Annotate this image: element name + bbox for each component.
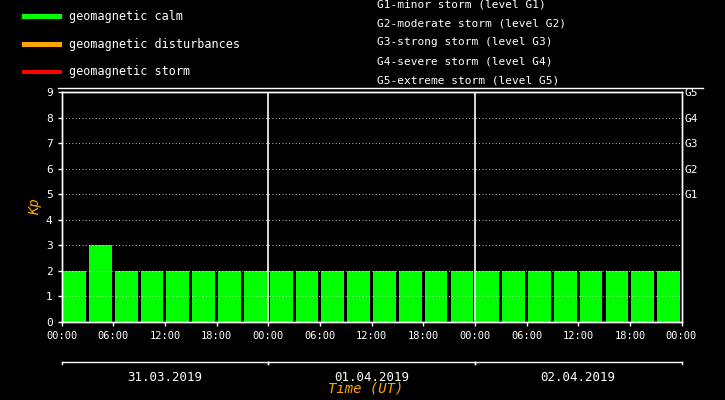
Text: 01.04.2019: 01.04.2019: [334, 370, 409, 384]
Text: G5-extreme storm (level G5): G5-extreme storm (level G5): [377, 75, 559, 85]
Text: 02.04.2019: 02.04.2019: [541, 370, 616, 384]
Bar: [63, 271, 86, 322]
Bar: [218, 271, 241, 322]
Bar: [167, 271, 189, 322]
Bar: [115, 271, 138, 322]
Bar: [141, 271, 163, 322]
Text: 31.03.2019: 31.03.2019: [128, 370, 202, 384]
Bar: [528, 271, 551, 322]
Bar: [451, 271, 473, 322]
Bar: [502, 271, 525, 322]
Bar: [399, 271, 422, 322]
Text: geomagnetic disturbances: geomagnetic disturbances: [69, 38, 240, 51]
Text: Time (UT): Time (UT): [328, 381, 404, 395]
Bar: [580, 271, 602, 322]
Bar: [296, 271, 318, 322]
Text: geomagnetic storm: geomagnetic storm: [69, 66, 190, 78]
Text: G2-moderate storm (level G2): G2-moderate storm (level G2): [377, 18, 566, 28]
Bar: [554, 271, 576, 322]
Bar: [244, 271, 267, 322]
Text: G4-severe storm (level G4): G4-severe storm (level G4): [377, 56, 552, 66]
Bar: [347, 271, 370, 322]
Bar: [476, 271, 499, 322]
Bar: [631, 271, 654, 322]
Bar: [22, 42, 62, 46]
Text: geomagnetic calm: geomagnetic calm: [69, 10, 183, 23]
Bar: [270, 271, 292, 322]
Bar: [605, 271, 629, 322]
Bar: [658, 271, 680, 322]
Y-axis label: Kp: Kp: [28, 199, 41, 215]
Bar: [89, 245, 112, 322]
Text: G1-minor storm (level G1): G1-minor storm (level G1): [377, 0, 546, 10]
Bar: [425, 271, 447, 322]
Bar: [321, 271, 344, 322]
Text: G3-strong storm (level G3): G3-strong storm (level G3): [377, 37, 552, 47]
Bar: [192, 271, 215, 322]
Bar: [22, 14, 62, 19]
Bar: [373, 271, 396, 322]
Bar: [22, 70, 62, 74]
